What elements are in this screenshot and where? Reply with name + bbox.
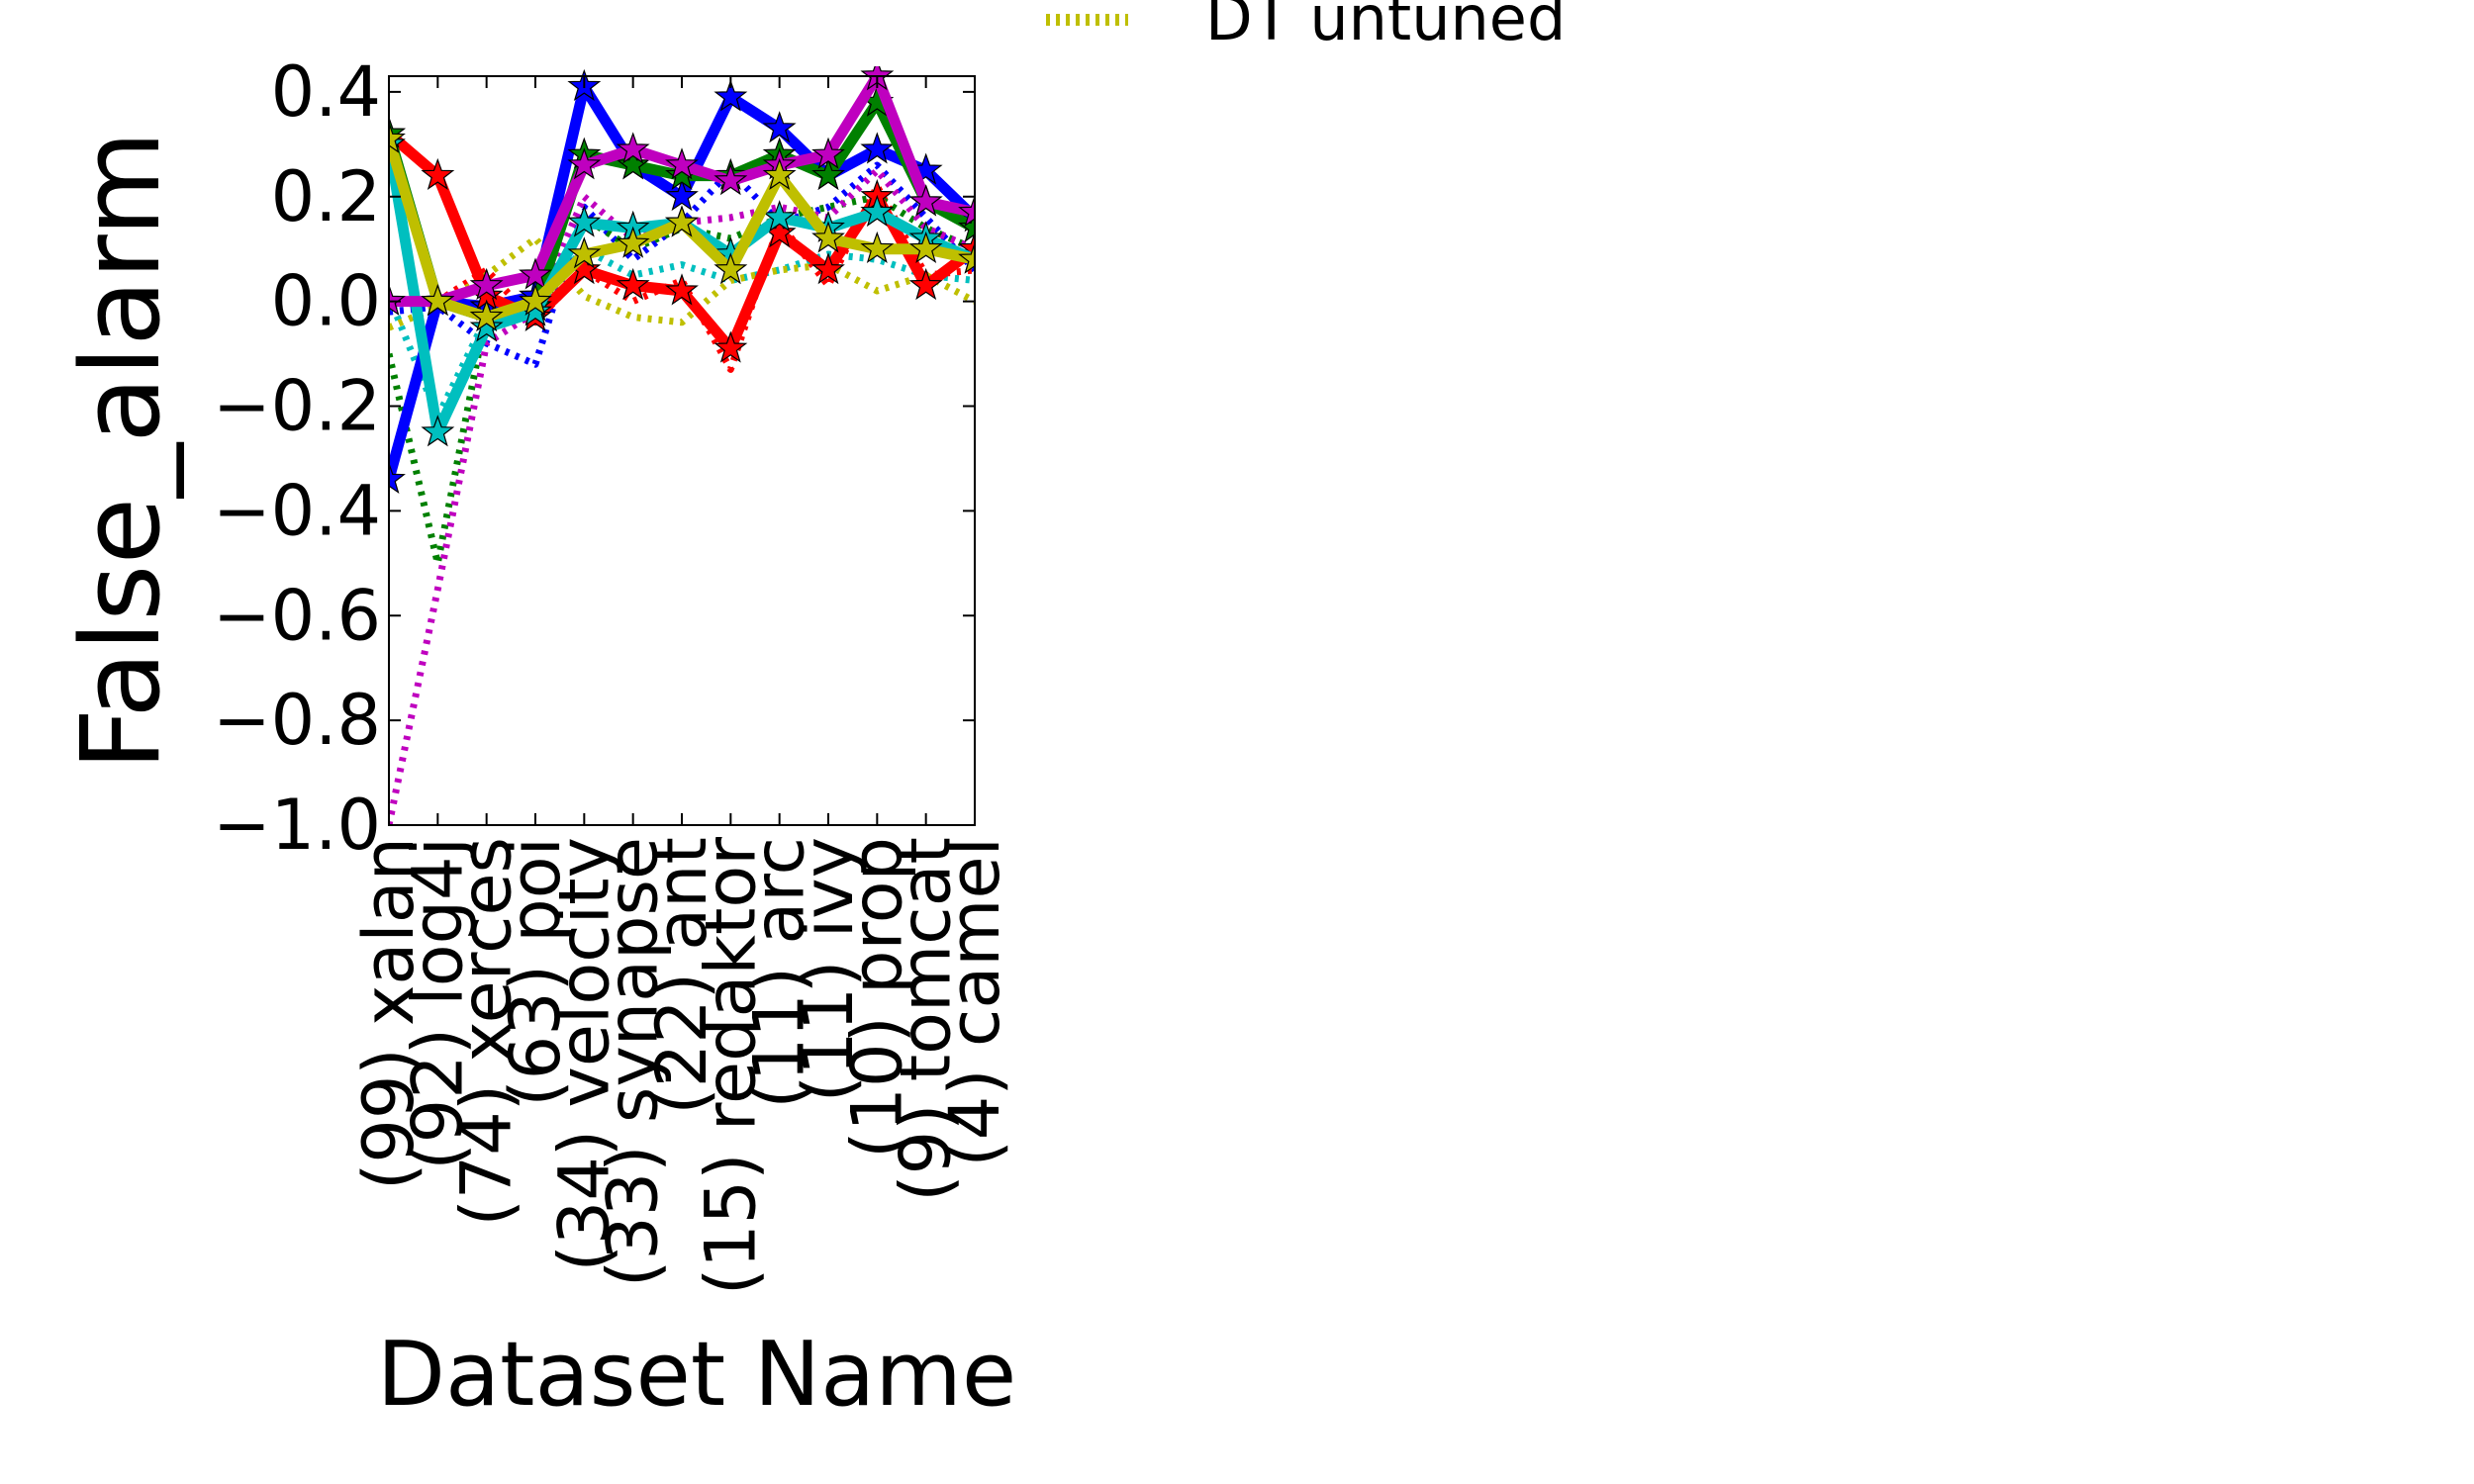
x-tick-label: (15) redaktor (690, 837, 771, 1295)
series-marker (665, 147, 699, 180)
series-marker (714, 330, 748, 363)
y-tick-label: −0.2 (213, 366, 381, 447)
series-marker (389, 121, 406, 153)
series-lines (389, 66, 975, 825)
series-marker (958, 241, 975, 274)
series-marker (567, 147, 602, 180)
series-marker (811, 252, 845, 285)
x-tick-label: (74) xerces (446, 837, 527, 1227)
y-tick-label: 0.4 (271, 51, 381, 133)
y-tick-label: −1.0 (213, 785, 381, 866)
x-tick-label: (92) log4j (397, 837, 478, 1170)
series-marker (908, 267, 943, 301)
x-tick-label: (11) arc (739, 837, 820, 1109)
series-marker (616, 226, 650, 258)
x-tick-label: (10) prop (836, 837, 917, 1159)
y-tick-label: −0.8 (213, 680, 381, 761)
x-tick-label: (22) ant (641, 837, 722, 1115)
x-tick-label: (33) synapse (593, 837, 674, 1287)
series-marker (811, 137, 845, 169)
series-marker (665, 205, 699, 237)
series-marker (421, 415, 455, 447)
series-marker (567, 236, 602, 269)
x-tick-label: (11) ivy (788, 837, 869, 1102)
series-line-9-dotted (389, 166, 975, 825)
series-marker (762, 200, 797, 232)
series-marker (811, 221, 845, 253)
x-tick-label: (4) camel (934, 837, 1015, 1167)
series-marker (519, 257, 552, 290)
y-tick-label: −0.4 (213, 470, 381, 551)
series-marker (519, 283, 552, 317)
y-tick-label: 0.0 (271, 261, 381, 342)
y-axis-label: False_alarm (57, 131, 184, 771)
x-axis-label: Dataset Name (377, 1323, 1017, 1427)
series-marker (958, 194, 975, 228)
series-marker (389, 283, 406, 317)
series-marker (421, 283, 455, 317)
x-axis-ticks: (99) xalan(92) log4j(74) xerces(63) poi(… (348, 76, 1015, 1295)
y-tick-label: −0.6 (213, 575, 381, 656)
legend: DT untuned (1046, 0, 1566, 54)
series-marker (860, 194, 895, 228)
series-marker (908, 184, 943, 217)
series-marker (958, 210, 975, 242)
series-marker (567, 205, 602, 237)
series-marker (616, 147, 650, 180)
x-tick-label: (99) xalan (348, 837, 429, 1190)
series-marker (616, 267, 650, 301)
series-marker (811, 157, 845, 190)
series-marker (714, 163, 748, 196)
x-tick-label: (34) velocity (543, 837, 624, 1272)
legend-label: DT untuned (1205, 0, 1566, 54)
series-marker (860, 132, 895, 164)
series-marker (714, 252, 748, 285)
series-marker (421, 157, 455, 190)
series-marker (860, 231, 895, 264)
x-tick-label: (63) poi (495, 837, 576, 1107)
y-tick-label: 0.2 (271, 156, 381, 237)
series-marker (762, 111, 797, 143)
x-tick-label: (9) tomcat (886, 837, 967, 1202)
series-marker (762, 157, 797, 190)
series-marker (469, 310, 504, 342)
y-axis-ticks: 0.4 0.2 0.0 −0.2 −0.4 −0.6 −0.8 −1.0 (213, 51, 975, 866)
series-marker (665, 179, 699, 212)
series-marker (469, 299, 504, 331)
series-marker (469, 267, 504, 301)
series-marker (714, 79, 748, 112)
series-marker (389, 461, 406, 495)
series-marker (908, 231, 943, 264)
series-marker (665, 273, 699, 306)
series-marker (616, 132, 650, 164)
